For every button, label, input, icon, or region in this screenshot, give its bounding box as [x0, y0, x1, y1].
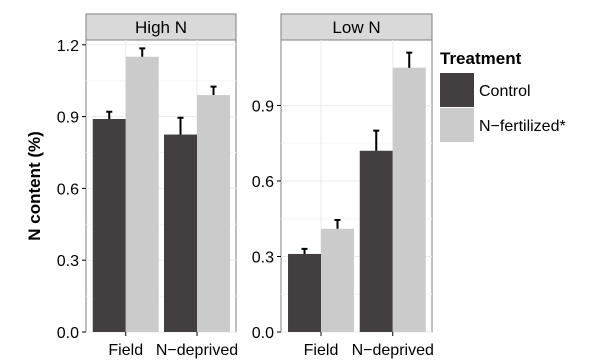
error-bar: [177, 116, 184, 135]
legend-key: [440, 108, 474, 142]
error-bar: [139, 47, 146, 57]
y-tick-label: 0.0: [252, 325, 274, 342]
facet-strip: [85, 13, 237, 41]
x-tick-label: N−deprived: [156, 342, 238, 359]
y-tick-label: 1.2: [57, 38, 79, 55]
bar: [288, 253, 322, 332]
y-tick-label: 0.6: [57, 181, 79, 198]
facet-title: Low N: [332, 18, 380, 37]
legend: Treatment Control N−fertilized*: [440, 49, 566, 142]
facet-title: High N: [135, 18, 187, 37]
facet-panel: High N 0.0 0.3 0.6 0.9 1.2 Field N−deprived: [57, 13, 238, 359]
y-tick-label: 0.3: [252, 249, 274, 266]
bar: [321, 228, 355, 332]
y-tick-label: 0.9: [252, 98, 274, 115]
y-tick-label: 0.6: [252, 174, 274, 191]
error-bar: [301, 247, 308, 254]
x-tick-label: N−deprived: [352, 342, 434, 359]
y-tick-label: 0.9: [57, 110, 79, 127]
error-bar: [373, 129, 380, 151]
legend-label: Control: [479, 83, 531, 100]
error-bar: [210, 85, 217, 96]
legend-title: Treatment: [440, 49, 522, 68]
bar: [164, 134, 197, 332]
y-axis-label: N content (%): [25, 131, 44, 241]
bar: [197, 95, 230, 332]
y-tick-label: 0.0: [57, 325, 79, 342]
bar: [392, 67, 426, 333]
error-bar: [106, 110, 113, 119]
bar: [359, 150, 393, 332]
x-tick-label: Field: [304, 342, 339, 359]
facet-panel: Low N 0.0 0.3 0.6 0.9 Field N−deprived: [252, 13, 434, 359]
error-bar: [334, 218, 341, 229]
error-bar: [406, 51, 413, 68]
x-tick-label: Field: [108, 342, 143, 359]
legend-label: N−fertilized*: [479, 118, 566, 135]
bar: [92, 118, 126, 332]
bar: [125, 56, 159, 333]
legend-key: [440, 73, 474, 107]
y-tick-label: 0.3: [57, 253, 79, 270]
